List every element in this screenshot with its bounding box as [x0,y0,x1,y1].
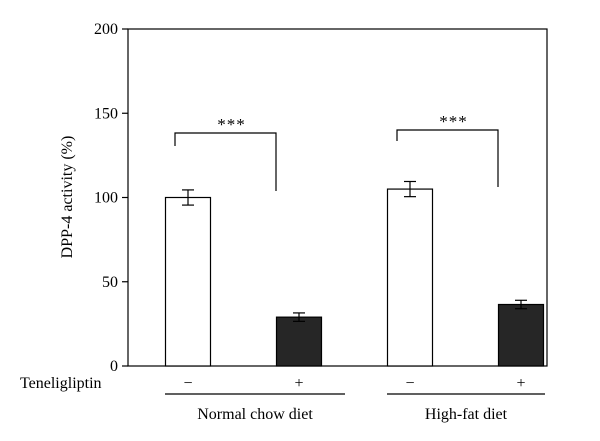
significance-bracket [174,132,277,191]
significance-layer: *** *** [174,112,499,191]
significance-label: *** [439,112,468,131]
group-label: High-fat diet [425,406,508,423]
treatment-row-label: Teneligliptin [20,375,102,392]
y-tick-label: 150 [94,105,118,122]
bar [497,303,545,367]
treatment-markers: − + − + [183,375,525,392]
group-label: Normal chow diet [197,406,313,423]
treatment-marker: + [516,375,525,392]
group-labels: Normal chow diet High-fat diet [165,393,545,423]
bar [275,316,323,367]
treatment-marker: + [294,375,303,392]
y-axis-title: DPP-4 activity (%) [59,136,76,259]
significance-bracket [396,129,499,187]
treatment-marker: − [183,375,192,392]
significance-label: *** [217,115,246,134]
y-axis: 0 50 100 150 200 [94,21,128,375]
y-tick-label: 200 [94,21,118,38]
bar [386,188,434,367]
y-tick-label: 50 [102,274,118,291]
treatment-marker: − [405,375,414,392]
error-bars-layer [182,180,527,322]
y-tick-label: 100 [94,190,118,207]
y-tick-label: 0 [110,358,118,375]
bar [164,196,212,367]
bars-layer [164,188,545,367]
